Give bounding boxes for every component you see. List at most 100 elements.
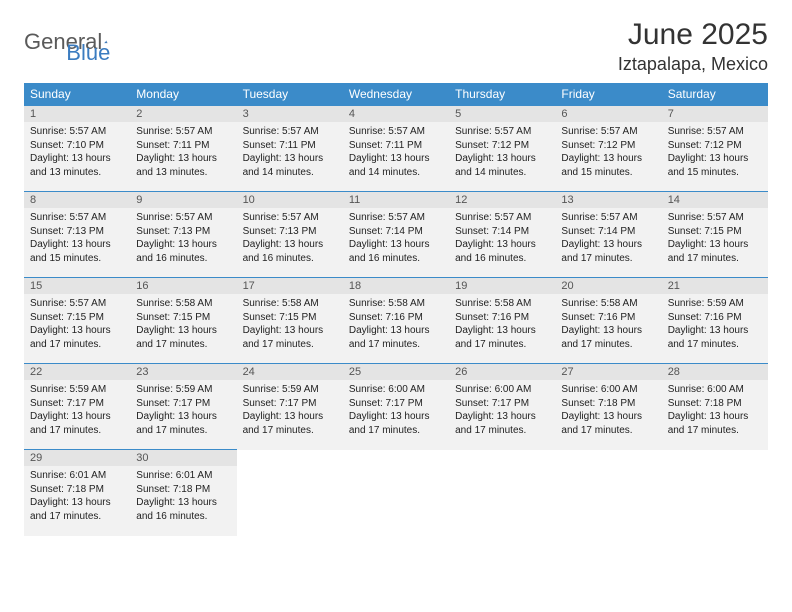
calendar-day-cell xyxy=(449,450,555,536)
calendar-day-cell: 25Sunrise: 6:00 AMSunset: 7:17 PMDayligh… xyxy=(343,364,449,450)
day-number: 3 xyxy=(237,106,343,122)
calendar-day-cell: 18Sunrise: 5:58 AMSunset: 7:16 PMDayligh… xyxy=(343,278,449,364)
day-details: Sunrise: 5:58 AMSunset: 7:16 PMDaylight:… xyxy=(449,294,555,356)
calendar-day-cell: 4Sunrise: 5:57 AMSunset: 7:11 PMDaylight… xyxy=(343,106,449,192)
calendar-day-cell: 7Sunrise: 5:57 AMSunset: 7:12 PMDaylight… xyxy=(662,106,768,192)
calendar-day-cell: 21Sunrise: 5:59 AMSunset: 7:16 PMDayligh… xyxy=(662,278,768,364)
calendar-day-cell: 12Sunrise: 5:57 AMSunset: 7:14 PMDayligh… xyxy=(449,192,555,278)
day-number: 6 xyxy=(555,106,661,122)
calendar-day-cell: 5Sunrise: 5:57 AMSunset: 7:12 PMDaylight… xyxy=(449,106,555,192)
logo-text-blue: Blue xyxy=(66,40,110,66)
day-number: 4 xyxy=(343,106,449,122)
calendar-day-cell: 1Sunrise: 5:57 AMSunset: 7:10 PMDaylight… xyxy=(24,106,130,192)
day-number: 18 xyxy=(343,278,449,294)
calendar-day-cell: 30Sunrise: 6:01 AMSunset: 7:18 PMDayligh… xyxy=(130,450,236,536)
day-number: 21 xyxy=(662,278,768,294)
day-details: Sunrise: 6:00 AMSunset: 7:18 PMDaylight:… xyxy=(662,380,768,442)
calendar-day-cell: 28Sunrise: 6:00 AMSunset: 7:18 PMDayligh… xyxy=(662,364,768,450)
calendar-day-cell: 16Sunrise: 5:58 AMSunset: 7:15 PMDayligh… xyxy=(130,278,236,364)
day-number: 25 xyxy=(343,364,449,380)
day-number: 17 xyxy=(237,278,343,294)
calendar-day-cell: 26Sunrise: 6:00 AMSunset: 7:17 PMDayligh… xyxy=(449,364,555,450)
day-number: 16 xyxy=(130,278,236,294)
day-details: Sunrise: 5:57 AMSunset: 7:12 PMDaylight:… xyxy=(555,122,661,184)
calendar-day-cell: 10Sunrise: 5:57 AMSunset: 7:13 PMDayligh… xyxy=(237,192,343,278)
day-number: 27 xyxy=(555,364,661,380)
title-block: June 2025 Iztapalapa, Mexico xyxy=(618,18,768,75)
day-details: Sunrise: 5:58 AMSunset: 7:15 PMDaylight:… xyxy=(130,294,236,356)
day-number: 29 xyxy=(24,450,130,466)
month-title: June 2025 xyxy=(618,18,768,52)
day-number: 11 xyxy=(343,192,449,208)
day-details: Sunrise: 5:57 AMSunset: 7:11 PMDaylight:… xyxy=(343,122,449,184)
day-number: 13 xyxy=(555,192,661,208)
calendar-week-row: 15Sunrise: 5:57 AMSunset: 7:15 PMDayligh… xyxy=(24,278,768,364)
weekday-header: Wednesday xyxy=(343,83,449,106)
calendar-day-cell: 9Sunrise: 5:57 AMSunset: 7:13 PMDaylight… xyxy=(130,192,236,278)
weekday-header: Sunday xyxy=(24,83,130,106)
calendar-day-cell xyxy=(662,450,768,536)
weekday-header: Tuesday xyxy=(237,83,343,106)
calendar-day-cell: 13Sunrise: 5:57 AMSunset: 7:14 PMDayligh… xyxy=(555,192,661,278)
calendar-day-cell xyxy=(555,450,661,536)
header: General Blue June 2025 Iztapalapa, Mexic… xyxy=(24,18,768,75)
day-details: Sunrise: 5:57 AMSunset: 7:10 PMDaylight:… xyxy=(24,122,130,184)
calendar-day-cell: 2Sunrise: 5:57 AMSunset: 7:11 PMDaylight… xyxy=(130,106,236,192)
day-number: 23 xyxy=(130,364,236,380)
day-number: 15 xyxy=(24,278,130,294)
day-details: Sunrise: 5:59 AMSunset: 7:17 PMDaylight:… xyxy=(24,380,130,442)
weekday-header: Thursday xyxy=(449,83,555,106)
day-details: Sunrise: 5:57 AMSunset: 7:14 PMDaylight:… xyxy=(343,208,449,270)
day-details: Sunrise: 5:58 AMSunset: 7:16 PMDaylight:… xyxy=(555,294,661,356)
location: Iztapalapa, Mexico xyxy=(618,54,768,75)
weekday-header: Saturday xyxy=(662,83,768,106)
day-details: Sunrise: 5:57 AMSunset: 7:14 PMDaylight:… xyxy=(449,208,555,270)
calendar-day-cell: 27Sunrise: 6:00 AMSunset: 7:18 PMDayligh… xyxy=(555,364,661,450)
day-number: 5 xyxy=(449,106,555,122)
day-number: 26 xyxy=(449,364,555,380)
day-number: 22 xyxy=(24,364,130,380)
day-number: 9 xyxy=(130,192,236,208)
calendar-day-cell: 8Sunrise: 5:57 AMSunset: 7:13 PMDaylight… xyxy=(24,192,130,278)
day-details: Sunrise: 5:57 AMSunset: 7:11 PMDaylight:… xyxy=(130,122,236,184)
day-details: Sunrise: 5:58 AMSunset: 7:15 PMDaylight:… xyxy=(237,294,343,356)
day-details: Sunrise: 5:59 AMSunset: 7:17 PMDaylight:… xyxy=(237,380,343,442)
day-details: Sunrise: 6:00 AMSunset: 7:18 PMDaylight:… xyxy=(555,380,661,442)
day-number: 12 xyxy=(449,192,555,208)
calendar-week-row: 22Sunrise: 5:59 AMSunset: 7:17 PMDayligh… xyxy=(24,364,768,450)
calendar-day-cell: 15Sunrise: 5:57 AMSunset: 7:15 PMDayligh… xyxy=(24,278,130,364)
calendar-day-cell: 17Sunrise: 5:58 AMSunset: 7:15 PMDayligh… xyxy=(237,278,343,364)
day-details: Sunrise: 6:00 AMSunset: 7:17 PMDaylight:… xyxy=(343,380,449,442)
day-details: Sunrise: 6:00 AMSunset: 7:17 PMDaylight:… xyxy=(449,380,555,442)
calendar-day-cell: 6Sunrise: 5:57 AMSunset: 7:12 PMDaylight… xyxy=(555,106,661,192)
weekday-header: Monday xyxy=(130,83,236,106)
weekday-header-row: Sunday Monday Tuesday Wednesday Thursday… xyxy=(24,83,768,106)
day-number: 20 xyxy=(555,278,661,294)
day-number: 2 xyxy=(130,106,236,122)
day-details: Sunrise: 6:01 AMSunset: 7:18 PMDaylight:… xyxy=(24,466,130,528)
calendar-day-cell: 24Sunrise: 5:59 AMSunset: 7:17 PMDayligh… xyxy=(237,364,343,450)
day-details: Sunrise: 5:57 AMSunset: 7:13 PMDaylight:… xyxy=(237,208,343,270)
calendar-week-row: 8Sunrise: 5:57 AMSunset: 7:13 PMDaylight… xyxy=(24,192,768,278)
day-number: 30 xyxy=(130,450,236,466)
day-details: Sunrise: 5:57 AMSunset: 7:12 PMDaylight:… xyxy=(662,122,768,184)
weekday-header: Friday xyxy=(555,83,661,106)
day-details: Sunrise: 5:57 AMSunset: 7:15 PMDaylight:… xyxy=(24,294,130,356)
calendar-day-cell xyxy=(343,450,449,536)
day-details: Sunrise: 5:59 AMSunset: 7:16 PMDaylight:… xyxy=(662,294,768,356)
day-details: Sunrise: 5:58 AMSunset: 7:16 PMDaylight:… xyxy=(343,294,449,356)
day-details: Sunrise: 5:57 AMSunset: 7:14 PMDaylight:… xyxy=(555,208,661,270)
day-details: Sunrise: 5:57 AMSunset: 7:11 PMDaylight:… xyxy=(237,122,343,184)
day-number: 24 xyxy=(237,364,343,380)
calendar-day-cell: 14Sunrise: 5:57 AMSunset: 7:15 PMDayligh… xyxy=(662,192,768,278)
day-number: 10 xyxy=(237,192,343,208)
day-details: Sunrise: 6:01 AMSunset: 7:18 PMDaylight:… xyxy=(130,466,236,528)
day-number: 8 xyxy=(24,192,130,208)
day-details: Sunrise: 5:57 AMSunset: 7:13 PMDaylight:… xyxy=(130,208,236,270)
day-number: 19 xyxy=(449,278,555,294)
calendar-week-row: 1Sunrise: 5:57 AMSunset: 7:10 PMDaylight… xyxy=(24,106,768,192)
calendar-day-cell: 23Sunrise: 5:59 AMSunset: 7:17 PMDayligh… xyxy=(130,364,236,450)
day-number: 1 xyxy=(24,106,130,122)
day-details: Sunrise: 5:57 AMSunset: 7:12 PMDaylight:… xyxy=(449,122,555,184)
day-details: Sunrise: 5:57 AMSunset: 7:15 PMDaylight:… xyxy=(662,208,768,270)
